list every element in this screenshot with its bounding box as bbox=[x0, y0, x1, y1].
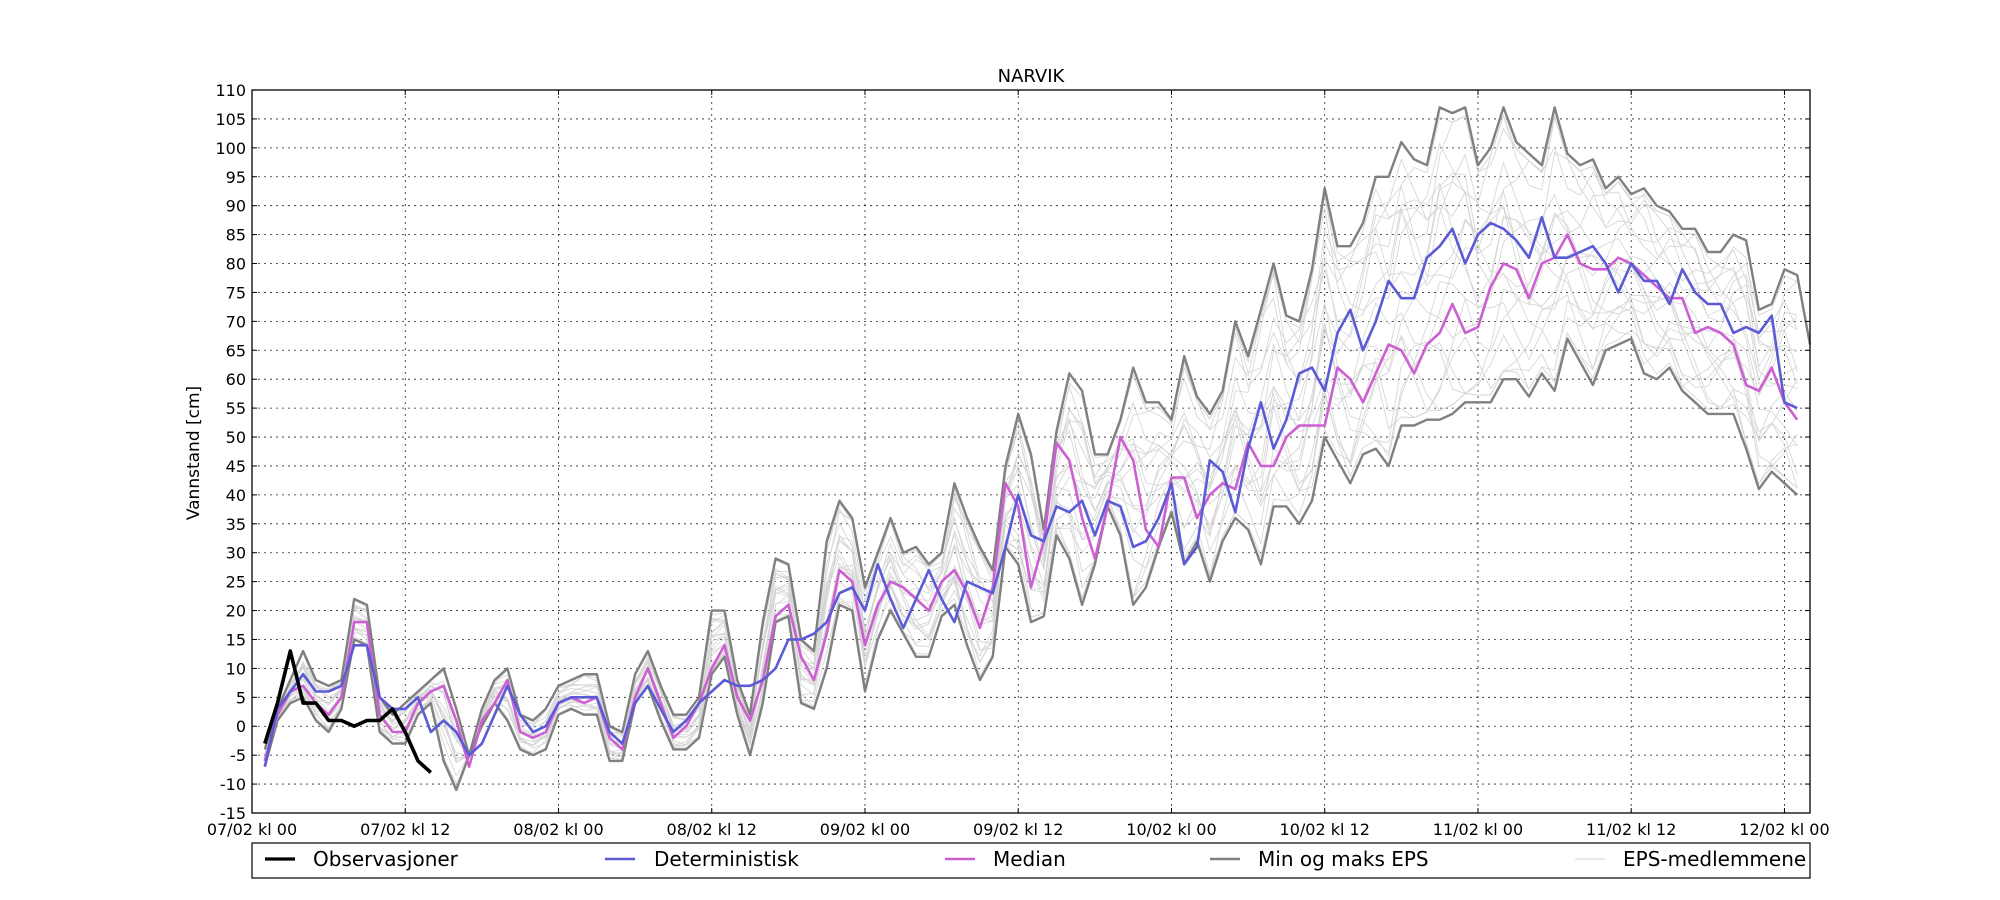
eps-member-line bbox=[264, 181, 1798, 764]
x-tick-label: 08/02 kl 00 bbox=[513, 820, 603, 839]
median-line bbox=[263, 233, 1799, 768]
legend: Observasjoner Deterministisk Median Min … bbox=[251, 842, 1811, 879]
y-tick-label: 45 bbox=[226, 457, 246, 476]
x-tick-label: 07/02 kl 12 bbox=[360, 820, 450, 839]
y-tick-label: 65 bbox=[226, 341, 246, 360]
eps-member-line bbox=[264, 114, 1798, 757]
deterministic-line bbox=[263, 215, 1798, 767]
eps-member-line bbox=[264, 206, 1798, 761]
eps-member-line bbox=[264, 151, 1798, 757]
y-tick-label: 40 bbox=[226, 486, 246, 505]
y-tick-label: 70 bbox=[226, 312, 246, 331]
y-tick-label: 35 bbox=[226, 515, 246, 534]
y-tick-label: 20 bbox=[226, 602, 246, 621]
y-tick-label: -10 bbox=[220, 775, 246, 794]
y-tick-label: 85 bbox=[226, 226, 246, 245]
x-tick-label: 11/02 kl 12 bbox=[1586, 820, 1676, 839]
legend-label-median: Median bbox=[993, 847, 1066, 871]
eps-member-line bbox=[264, 114, 1798, 757]
observations-line bbox=[263, 649, 433, 774]
y-axis: -15 -10 -5 0 5 10 15 20 25 30 35 40 45 50 55 60 65 70 75 80… bbox=[215, 81, 1810, 823]
x-tick-label: 10/02 kl 00 bbox=[1126, 820, 1216, 839]
series-lines bbox=[263, 106, 1812, 792]
y-tick-label: 80 bbox=[226, 255, 246, 274]
eps-member-line bbox=[264, 329, 1798, 789]
eps-member-line bbox=[264, 172, 1798, 758]
y-tick-label: 0 bbox=[236, 717, 246, 736]
x-tick-label: 09/02 kl 00 bbox=[820, 820, 910, 839]
x-tick-label: 12/02 kl 00 bbox=[1739, 820, 1829, 839]
x-axis: 07/02 kl 00 07/02 kl 12 08/02 kl 00 08/02 k… bbox=[207, 90, 1830, 839]
y-tick-label: 50 bbox=[226, 428, 246, 447]
y-tick-label: 95 bbox=[226, 168, 246, 187]
eps-member-line bbox=[264, 113, 1798, 757]
eps-max-line bbox=[263, 106, 1812, 757]
y-tick-label: -15 bbox=[220, 804, 246, 823]
y-tick-label: 60 bbox=[226, 370, 246, 389]
eps-member-line bbox=[264, 190, 1798, 757]
x-tick-label: 10/02 kl 12 bbox=[1280, 820, 1370, 839]
x-tick-label: 09/02 kl 12 bbox=[973, 820, 1063, 839]
y-tick-label: 10 bbox=[226, 659, 246, 678]
eps-member-line bbox=[264, 252, 1798, 763]
legend-label-deterministisk: Deterministisk bbox=[654, 847, 799, 871]
chart-title: NARVIK bbox=[998, 66, 1066, 87]
y-tick-label: 15 bbox=[226, 630, 246, 649]
legend-label-eps-medlemmene: EPS-medlemmene bbox=[1623, 847, 1806, 871]
plot-frame bbox=[251, 89, 1811, 814]
x-tick-label: 11/02 kl 00 bbox=[1433, 820, 1523, 839]
y-tick-label: 55 bbox=[226, 399, 246, 418]
grid bbox=[252, 90, 1810, 813]
legend-box bbox=[251, 842, 1811, 879]
y-tick-label: -5 bbox=[230, 746, 246, 765]
x-tick-label: 08/02 kl 12 bbox=[667, 820, 757, 839]
y-tick-label: 110 bbox=[215, 81, 246, 100]
y-tick-label: 30 bbox=[226, 544, 246, 563]
y-axis-label: Vannstand [cm] bbox=[184, 386, 204, 520]
y-tick-label: 100 bbox=[215, 139, 246, 158]
legend-label-min-maks-eps: Min og maks EPS bbox=[1258, 847, 1429, 871]
y-tick-label: 105 bbox=[215, 110, 246, 129]
eps-member-line bbox=[264, 114, 1798, 757]
y-tick-label: 25 bbox=[226, 573, 246, 592]
y-tick-label: 5 bbox=[236, 688, 246, 707]
legend-label-observasjoner: Observasjoner bbox=[313, 847, 459, 871]
x-tick-label: 07/02 kl 00 bbox=[207, 820, 297, 839]
y-tick-label: 90 bbox=[226, 197, 246, 216]
eps-min-line bbox=[263, 337, 1799, 792]
eps-member-line bbox=[264, 182, 1798, 759]
y-tick-label: 75 bbox=[226, 283, 246, 302]
